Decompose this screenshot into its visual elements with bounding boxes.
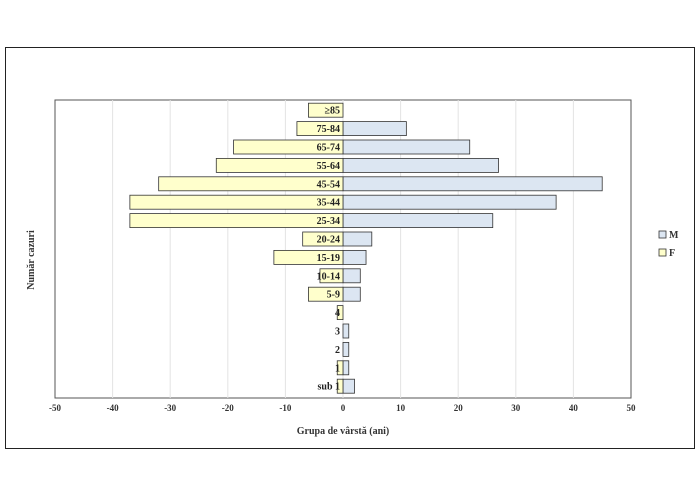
bar-f bbox=[129, 194, 344, 210]
category-label: ≥85 bbox=[325, 106, 341, 117]
bar-f bbox=[319, 268, 344, 284]
category-labels: sub 1 1 2 3 4 5-9 10-14 15-19 20-24 25-34 35-44 45-… bbox=[317, 106, 340, 393]
bar-m bbox=[342, 268, 361, 284]
bar-f bbox=[158, 176, 344, 192]
bar-f bbox=[233, 139, 344, 155]
category-label: 25-34 bbox=[317, 216, 340, 227]
category-label: 20-24 bbox=[317, 235, 340, 246]
bars bbox=[129, 102, 603, 394]
x-tick-label: 10 bbox=[396, 403, 406, 413]
bar-m bbox=[342, 176, 603, 192]
bar-m bbox=[342, 231, 373, 247]
legend-label-m: M bbox=[669, 230, 679, 241]
category-label: 3 bbox=[335, 327, 340, 338]
x-tick-label: -30 bbox=[164, 403, 176, 413]
bar-m bbox=[342, 378, 355, 394]
category-label: sub 1 bbox=[317, 382, 340, 393]
category-label: 55-64 bbox=[317, 161, 340, 172]
x-tick-label: -10 bbox=[279, 403, 291, 413]
category-label: 1 bbox=[335, 363, 340, 374]
bar-m bbox=[342, 139, 471, 155]
bar-m bbox=[342, 194, 557, 210]
bar-f bbox=[273, 249, 344, 265]
x-tick-label: -50 bbox=[49, 403, 61, 413]
category-label: 5-9 bbox=[327, 290, 340, 301]
bar-m bbox=[342, 157, 499, 173]
bar-f bbox=[308, 102, 344, 118]
legend-swatch-f bbox=[658, 248, 667, 257]
bar-m bbox=[342, 213, 494, 229]
legend-label-f: F bbox=[669, 248, 675, 259]
x-tick-label: 40 bbox=[569, 403, 579, 413]
bar-m bbox=[342, 360, 350, 376]
x-tick-label: 30 bbox=[511, 403, 521, 413]
bar-f bbox=[336, 360, 344, 376]
legend-swatch-m bbox=[658, 230, 667, 239]
category-label: 15-19 bbox=[317, 253, 340, 264]
bar-f bbox=[302, 231, 344, 247]
y-axis-title: Număr cazuri bbox=[26, 230, 37, 290]
x-tick-label: -20 bbox=[222, 403, 234, 413]
category-label: 65-74 bbox=[317, 143, 340, 154]
x-tick-label: 0 bbox=[341, 403, 346, 413]
bar-f bbox=[336, 378, 344, 394]
bar-m bbox=[342, 286, 361, 302]
x-tick-labels: -50 -40 -30 -20 -10 0 10 20 30 40 50 bbox=[49, 403, 636, 413]
legend: MF bbox=[658, 230, 679, 259]
bar-f bbox=[296, 121, 344, 136]
bar-m bbox=[342, 323, 350, 339]
x-tick-label: 20 bbox=[454, 403, 464, 413]
bar-f bbox=[308, 286, 344, 302]
category-label: 75-84 bbox=[317, 124, 340, 135]
x-tick-label: -40 bbox=[107, 403, 119, 413]
bar-m bbox=[342, 341, 350, 357]
x-axis-title: Grupa de vârstă (ani) bbox=[297, 426, 390, 437]
category-label: 2 bbox=[335, 345, 340, 356]
bar-f bbox=[215, 157, 344, 173]
x-tick-label: 50 bbox=[627, 403, 637, 413]
category-label: 35-44 bbox=[317, 198, 340, 209]
bar-f bbox=[336, 305, 344, 321]
category-label: 45-54 bbox=[317, 179, 340, 190]
category-label: 4 bbox=[335, 308, 340, 319]
bar-m bbox=[342, 249, 367, 265]
bar-m bbox=[342, 121, 407, 136]
category-label: 10-14 bbox=[317, 271, 340, 282]
bar-f bbox=[129, 213, 344, 229]
